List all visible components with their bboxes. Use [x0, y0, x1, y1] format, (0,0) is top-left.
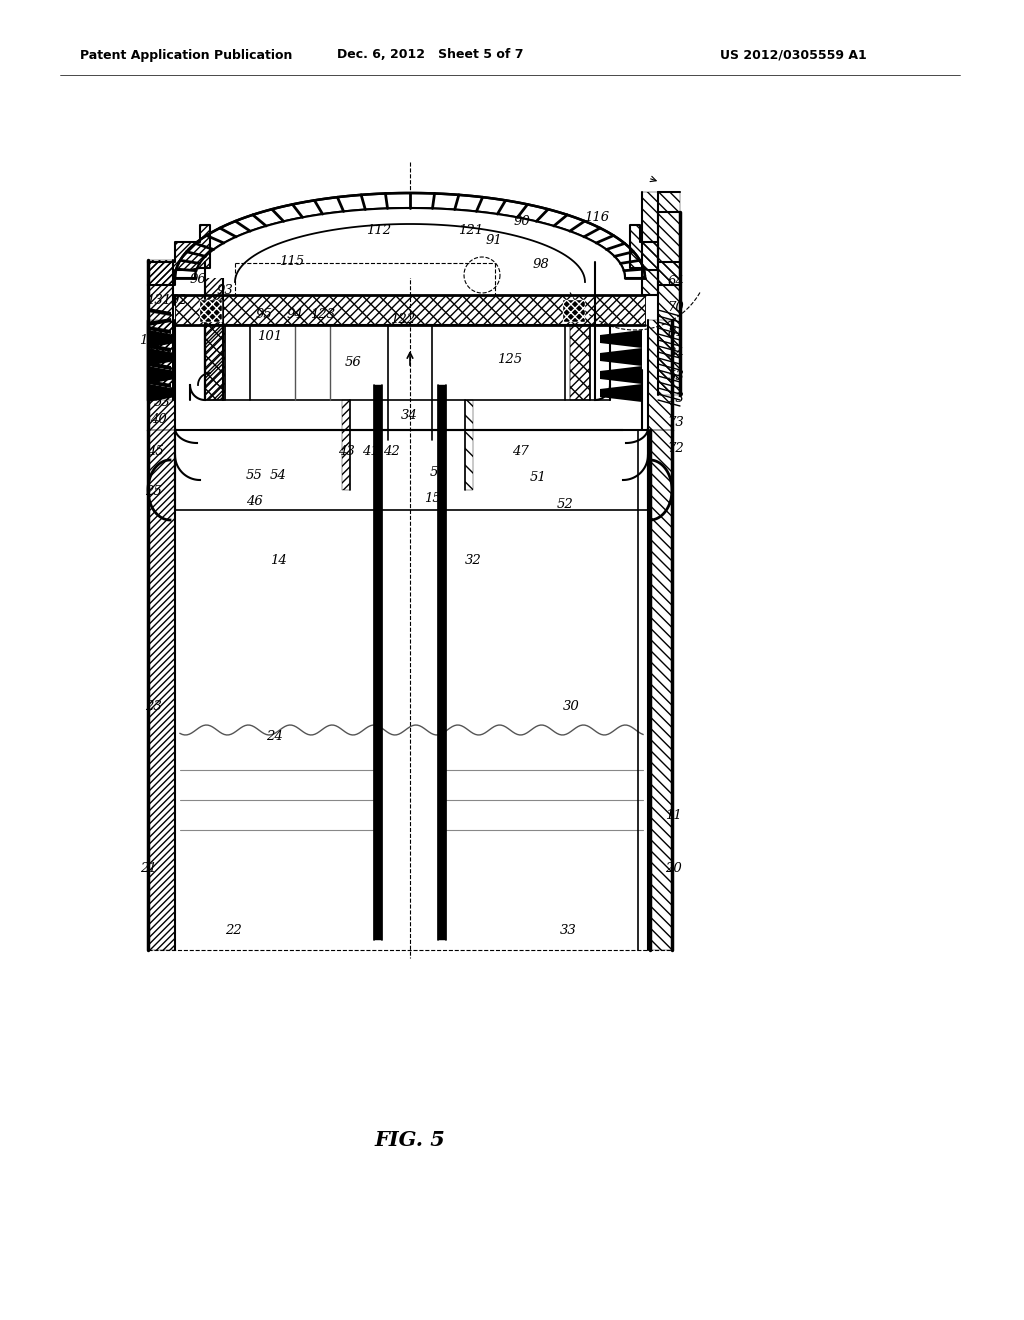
Text: 15: 15 — [424, 492, 440, 506]
Text: 45: 45 — [147, 445, 164, 458]
Text: 46: 46 — [246, 495, 262, 508]
Text: 41: 41 — [362, 445, 379, 458]
Text: 92: 92 — [171, 294, 187, 308]
Text: 40: 40 — [151, 413, 167, 426]
Text: 21: 21 — [140, 862, 157, 875]
Text: 56: 56 — [345, 356, 361, 370]
Bar — [658, 191, 680, 213]
Bar — [205, 325, 225, 400]
Polygon shape — [195, 209, 625, 279]
Bar — [200, 300, 222, 322]
Text: 125: 125 — [498, 352, 522, 366]
Bar — [200, 300, 222, 322]
Bar — [175, 294, 645, 325]
Bar — [563, 300, 585, 322]
Text: 121: 121 — [459, 224, 483, 238]
Text: 50: 50 — [430, 466, 446, 479]
Bar — [175, 294, 645, 325]
Polygon shape — [600, 366, 642, 384]
Polygon shape — [600, 348, 642, 366]
Polygon shape — [600, 384, 642, 403]
Text: 94: 94 — [287, 308, 303, 321]
Polygon shape — [148, 380, 171, 399]
Polygon shape — [148, 326, 171, 345]
Bar — [648, 319, 672, 430]
Text: 32: 32 — [465, 554, 481, 568]
Text: 43: 43 — [338, 445, 354, 458]
Text: 34: 34 — [668, 347, 684, 360]
Polygon shape — [148, 330, 175, 348]
Bar — [148, 319, 175, 430]
Bar — [648, 430, 672, 950]
Polygon shape — [148, 366, 175, 384]
Bar — [570, 325, 590, 400]
Text: 23: 23 — [145, 700, 162, 713]
Text: 11: 11 — [666, 809, 682, 822]
Bar — [438, 385, 446, 940]
Text: 53: 53 — [154, 396, 170, 409]
Text: 122: 122 — [390, 313, 415, 326]
Text: 24: 24 — [266, 730, 283, 743]
Text: US 2012/0305559 A1: US 2012/0305559 A1 — [720, 49, 866, 62]
Text: 20: 20 — [666, 862, 682, 875]
Polygon shape — [148, 362, 171, 380]
Text: 101: 101 — [257, 330, 282, 343]
Text: 52: 52 — [557, 498, 573, 511]
Polygon shape — [148, 348, 175, 366]
Text: FIG. 5: FIG. 5 — [375, 1130, 445, 1150]
Text: 53: 53 — [668, 370, 684, 383]
Text: 51: 51 — [529, 471, 546, 484]
Text: 34: 34 — [401, 409, 418, 422]
Text: 33: 33 — [560, 924, 577, 937]
Polygon shape — [148, 384, 175, 403]
Text: 81: 81 — [668, 326, 684, 339]
Polygon shape — [600, 330, 642, 348]
Bar — [438, 385, 446, 940]
Bar — [374, 385, 382, 940]
Text: 73: 73 — [668, 416, 684, 429]
Text: 115: 115 — [280, 255, 304, 268]
Text: Patent Application Publication: Patent Application Publication — [80, 49, 293, 62]
Bar — [570, 325, 590, 400]
Text: 116: 116 — [585, 211, 609, 224]
Bar — [342, 400, 350, 490]
Text: 42: 42 — [383, 445, 399, 458]
Polygon shape — [148, 308, 171, 326]
Bar — [563, 300, 585, 322]
Bar — [374, 385, 382, 940]
Text: 70: 70 — [668, 301, 684, 314]
Polygon shape — [148, 345, 171, 362]
Text: 96: 96 — [189, 273, 206, 286]
Text: 14: 14 — [270, 554, 287, 568]
Bar — [148, 430, 175, 950]
Text: 131: 131 — [146, 294, 171, 308]
Text: 25: 25 — [145, 484, 162, 498]
Text: 47: 47 — [512, 445, 528, 458]
Text: 123: 123 — [310, 308, 335, 321]
Text: 95: 95 — [256, 308, 272, 321]
Text: 91: 91 — [485, 234, 502, 247]
Bar — [205, 325, 225, 400]
Text: 64: 64 — [668, 275, 684, 288]
Text: Dec. 6, 2012   Sheet 5 of 7: Dec. 6, 2012 Sheet 5 of 7 — [337, 49, 523, 62]
Text: 112: 112 — [367, 224, 391, 238]
Text: 72: 72 — [668, 442, 684, 455]
Text: 22: 22 — [225, 924, 242, 937]
Text: 13: 13 — [668, 392, 684, 405]
Text: 93: 93 — [217, 284, 233, 297]
Text: 90: 90 — [514, 215, 530, 228]
Text: 98: 98 — [532, 257, 549, 271]
Text: 54: 54 — [270, 469, 287, 482]
Text: 30: 30 — [563, 700, 580, 713]
Text: 55: 55 — [246, 469, 262, 482]
Bar — [465, 400, 473, 490]
Text: 120: 120 — [139, 334, 164, 347]
